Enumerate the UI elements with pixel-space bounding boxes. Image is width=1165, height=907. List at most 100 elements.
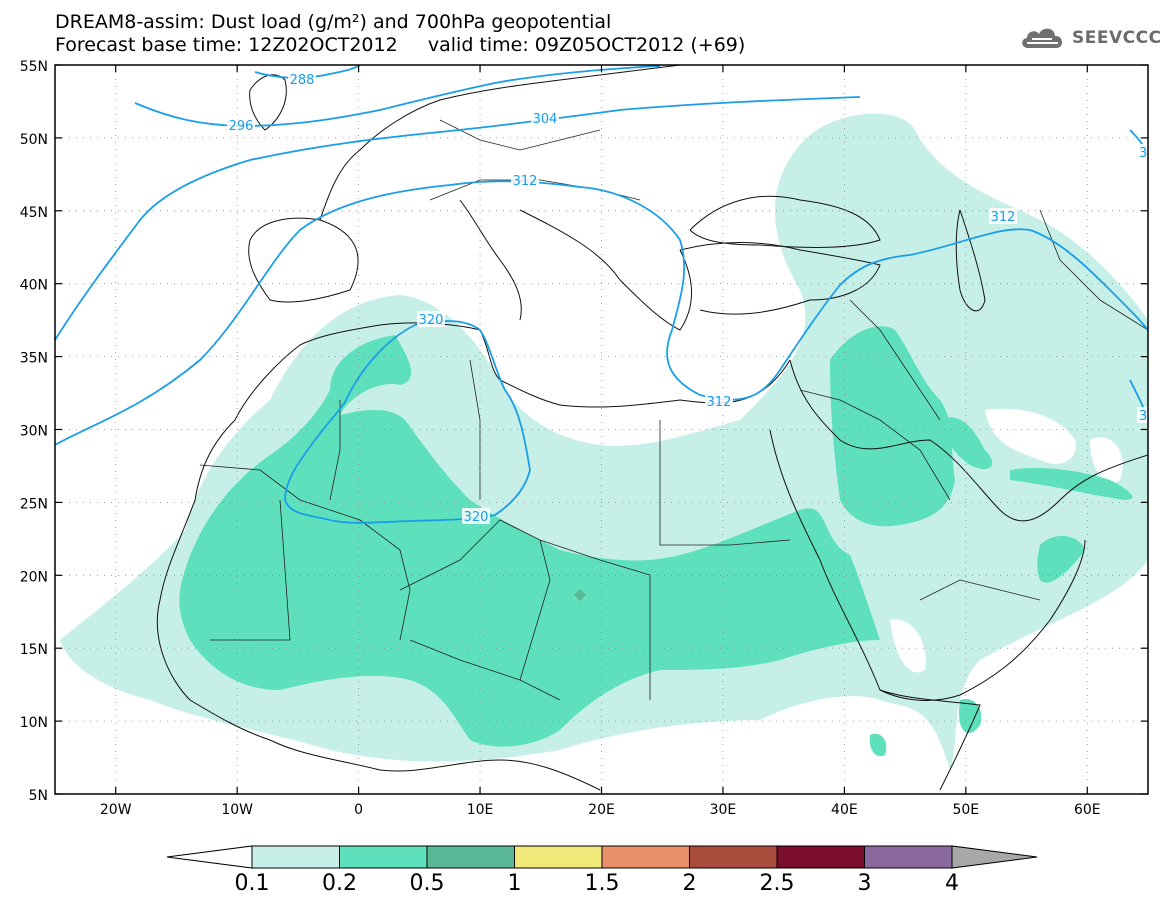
dust-field — [60, 113, 1148, 771]
coastline-balkans — [519, 209, 693, 331]
lon-label: 0 — [354, 802, 363, 818]
lon-label: 20W — [100, 802, 132, 818]
lat-label: 45N — [20, 205, 48, 221]
border — [799, 389, 951, 501]
colorbar-label: 4 — [945, 871, 959, 896]
coastline-black-sea — [689, 195, 881, 248]
border — [409, 639, 561, 701]
logo-text: SEEVCCC — [1072, 28, 1162, 48]
coastline-red-sea — [769, 429, 1086, 701]
colorbar-over-arrow — [951, 845, 1038, 869]
dust-medium-area — [179, 335, 881, 747]
dust-medium-area — [959, 699, 982, 733]
lon-label: 50E — [952, 802, 979, 818]
coastline-iberia — [248, 217, 359, 303]
country-borders — [199, 119, 1148, 701]
dust-medium-area — [1010, 468, 1133, 500]
lon-label: 20E — [588, 802, 615, 818]
dust-dense-patch — [574, 589, 586, 601]
axis-ticks — [55, 64, 1148, 795]
border — [1039, 209, 1148, 331]
border — [439, 119, 601, 151]
lat-label: 35N — [20, 351, 48, 367]
contour-label-bg — [227, 117, 255, 133]
colorbar-label: 0.5 — [410, 871, 445, 896]
seevccc-logo: SEEVCCC — [1018, 22, 1162, 54]
axis-labels: 55N 50N 45N 40N 35N 30N 25N 20N 15N 10N 5N 20W 10W 0 1… — [20, 59, 1101, 818]
dust-gap — [1090, 437, 1123, 483]
lon-label: 10W — [221, 802, 253, 818]
lat-label: 40N — [20, 278, 48, 294]
contour-label: 312 — [513, 174, 538, 189]
contour-296 — [134, 65, 661, 127]
colorbar-swatch — [426, 845, 515, 869]
contour-label-bg — [1137, 407, 1149, 423]
coastline-north-africa — [299, 322, 791, 408]
contour-label-bg — [288, 71, 316, 87]
lat-label: 25N — [20, 496, 48, 512]
map-title: DREAM8-assim: Dust load (g/m²) and 700hP… — [55, 11, 612, 33]
colorbar-swatch — [689, 845, 778, 869]
coastline-horn-africa — [879, 689, 981, 791]
contour-label: 320 — [419, 313, 444, 328]
contour-312-main — [55, 180, 1148, 446]
colorbar-swatch — [601, 845, 690, 869]
dust-medium-area — [1037, 535, 1085, 583]
contour-label: 3 — [1139, 409, 1147, 424]
contour-labels: 288 296 304 312 312 312 320 320 3 3 — [227, 71, 1149, 525]
lat-label: 50N — [20, 132, 48, 148]
contour-label-bg — [531, 110, 559, 126]
graticule — [55, 65, 1148, 794]
contour-label-bg — [989, 208, 1017, 224]
border — [329, 400, 341, 501]
colorbar-swatch — [514, 845, 603, 869]
coastline-africa-west — [156, 344, 601, 791]
lat-label: 55N — [20, 59, 48, 75]
coastline-uk — [249, 74, 287, 131]
border — [659, 420, 791, 546]
lon-label: 60E — [1074, 802, 1101, 818]
colorbar-label: 0.1 — [235, 871, 270, 896]
lat-label: 20N — [20, 569, 48, 585]
border — [199, 464, 411, 641]
border — [539, 539, 651, 700]
colorbar-swatch — [339, 845, 428, 869]
border — [919, 579, 1041, 601]
coastline-anatolia — [679, 242, 881, 315]
colorbar-swatch — [251, 845, 340, 869]
contour-label: 296 — [229, 119, 254, 134]
colorbar-label: 2.5 — [760, 871, 795, 896]
colorbar-under-arrow — [166, 845, 253, 869]
dust-gap — [890, 619, 926, 673]
border — [210, 499, 291, 641]
contour-label-bg — [511, 172, 539, 188]
contour-304 — [55, 96, 861, 341]
contour-label: 320 — [464, 510, 489, 525]
colorbar-swatch — [776, 845, 865, 869]
border — [469, 359, 481, 500]
colorbar-label: 1.5 — [585, 871, 620, 896]
contour-label: 288 — [290, 73, 315, 88]
coastline-europe — [319, 65, 681, 221]
lat-label: 15N — [20, 642, 48, 658]
colorbar-label: 0.2 — [322, 871, 357, 896]
contour-label-bg — [462, 508, 490, 524]
contour-label: 312 — [991, 210, 1016, 225]
contour-label: 3 — [1139, 146, 1147, 161]
contour-320 — [284, 320, 531, 524]
geopotential-contours — [55, 65, 1148, 524]
contour-label-bg — [417, 311, 445, 327]
lon-label: 30E — [710, 802, 737, 818]
border — [399, 519, 551, 681]
colorbar-label: 2 — [683, 871, 697, 896]
lat-label: 5N — [29, 788, 48, 804]
colorbar-label: 3 — [858, 871, 872, 896]
colorbar: 0.1 0.2 0.5 1 1.5 2 2.5 3 4 — [166, 845, 1038, 896]
contour-label-bg — [1137, 144, 1149, 160]
forecast-times: Forecast base time: 12Z02OCT2012 valid t… — [55, 34, 746, 56]
lat-label: 10N — [20, 715, 48, 731]
dust-medium-area — [830, 326, 955, 527]
coastlines — [156, 65, 1148, 791]
colorbar-label: 1 — [508, 871, 522, 896]
